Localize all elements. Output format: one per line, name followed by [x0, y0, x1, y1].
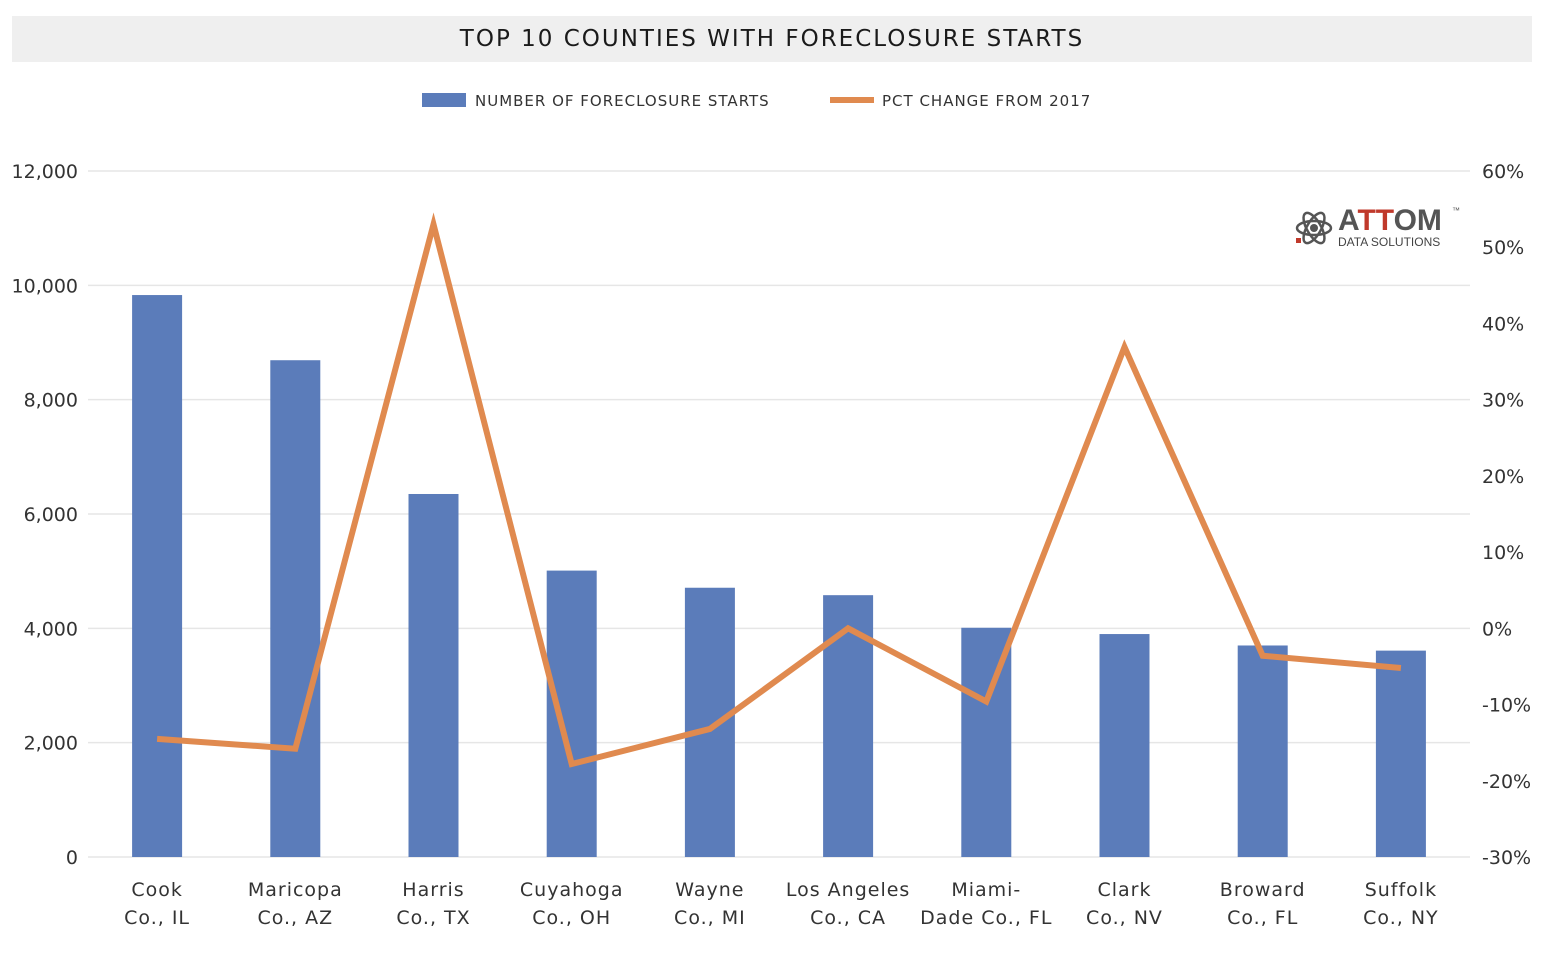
right-tick-label: 30% [1482, 390, 1524, 412]
bar [132, 295, 183, 858]
left-axis-tick-labels: 0 2,000 4,000 6,000 8,000 10,000 12,000 [12, 161, 78, 869]
right-tick-label: 10% [1482, 542, 1524, 564]
pct-change-line [156, 212, 1402, 768]
atom-icon [1295, 211, 1333, 245]
logo-subtitle: DATA SOLUTIONS [1338, 235, 1441, 249]
right-tick-label: -30% [1482, 847, 1531, 869]
right-tick-label: 50% [1482, 237, 1524, 259]
category-label: Co., TX [396, 907, 470, 929]
right-tick-label: 60% [1482, 161, 1524, 183]
legend: NUMBER OF FORECLOSURE STARTS PCT CHANGE F… [422, 92, 1091, 110]
bar-series [132, 295, 1426, 858]
right-tick-label: -10% [1482, 695, 1531, 717]
category-label: Clark [1097, 879, 1151, 901]
category-label: Los Angeles [786, 879, 910, 901]
attom-logo: ATTOM ™ DATA SOLUTIONS [1294, 206, 1464, 252]
bar [408, 493, 459, 857]
legend-label-bars: NUMBER OF FORECLOSURE STARTS [475, 92, 770, 110]
logo-brand: ATTOM [1338, 204, 1442, 237]
category-label: Co., FL [1227, 907, 1298, 929]
category-label: Miami- [951, 879, 1021, 901]
bar [1237, 645, 1288, 857]
category-label: Dade Co., FL [920, 907, 1052, 929]
chart-title-bar: TOP 10 COUNTIES WITH FORECLOSURE STARTS [12, 16, 1532, 62]
left-tick-label: 2,000 [24, 733, 78, 755]
category-label: Co., OH [532, 907, 611, 929]
bar [1375, 650, 1426, 857]
bar [270, 360, 321, 857]
category-label: Broward [1220, 879, 1306, 901]
category-label: Wayne [675, 879, 744, 901]
category-label: Cook [131, 879, 183, 901]
left-tick-label: 8,000 [24, 390, 78, 412]
legend-swatch-bars [422, 93, 466, 107]
category-label: Co., NV [1086, 907, 1163, 929]
category-label: Co., IL [124, 907, 190, 929]
bar [684, 587, 735, 857]
category-labels: Cook Co., IL Maricopa Co., AZ Harris Co., TX C… [124, 879, 1439, 929]
left-tick-label: 6,000 [24, 504, 78, 526]
category-label: Co., MI [674, 907, 746, 929]
right-tick-label: -20% [1482, 771, 1531, 793]
left-tick-label: 10,000 [12, 275, 78, 297]
bar [546, 570, 597, 857]
logo-trademark: ™ [1452, 206, 1460, 215]
category-label: Co., CA [810, 907, 886, 929]
category-label: Maricopa [248, 879, 343, 901]
category-label: Co., NY [1363, 907, 1439, 929]
left-tick-label: 4,000 [24, 618, 78, 640]
right-axis-tick-labels: -30% -20% -10% 0% 10% 20% 30% 40% 50% 60% [1482, 161, 1531, 869]
left-tick-label: 0 [66, 847, 78, 869]
category-label: Cuyahoga [520, 879, 624, 901]
category-label: Suffolk [1365, 879, 1437, 901]
right-tick-label: 20% [1482, 466, 1524, 488]
category-label: Harris [402, 879, 464, 901]
line-series [156, 212, 1402, 768]
bar [1099, 634, 1150, 857]
right-tick-label: 0% [1482, 618, 1512, 640]
category-label: Co., AZ [257, 907, 333, 929]
left-tick-label: 12,000 [12, 161, 78, 183]
legend-label-line: PCT CHANGE FROM 2017 [882, 92, 1091, 110]
chart-title: TOP 10 COUNTIES WITH FORECLOSURE STARTS [459, 26, 1085, 52]
right-tick-label: 40% [1482, 313, 1524, 335]
